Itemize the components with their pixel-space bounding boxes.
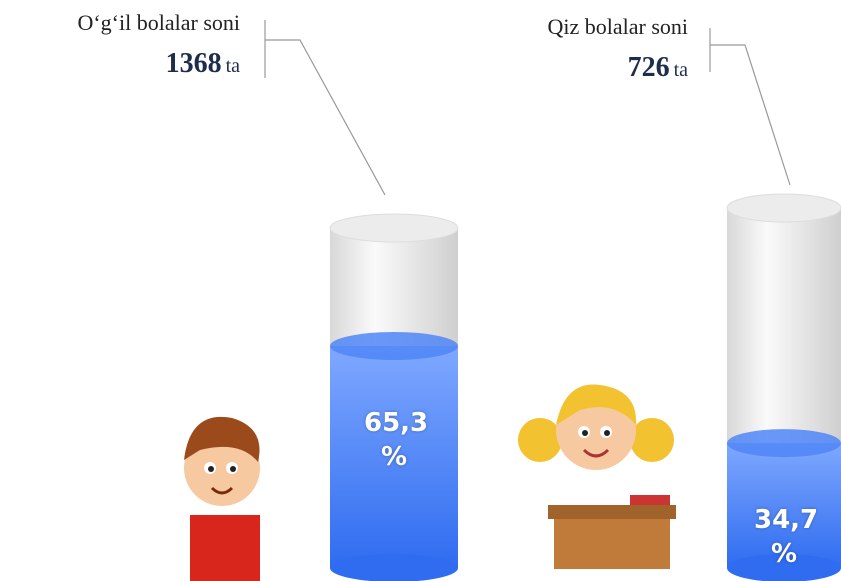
count: 726 (627, 52, 670, 83)
callout-line (265, 39, 386, 196)
cylinder-bottom (330, 554, 458, 581)
cylinder-fill (727, 443, 841, 568)
callout-line (710, 44, 791, 186)
count-label: 726 ta (628, 52, 688, 84)
count-unit: ta (673, 59, 688, 81)
count-unit: ta (225, 55, 240, 77)
count: 1368 (165, 48, 222, 79)
value-label: 65,3 % (364, 407, 429, 472)
girl (518, 384, 676, 569)
boy (184, 416, 260, 581)
cylinder-top (726, 193, 841, 223)
count-label: 1368 ta (166, 48, 240, 80)
cylinder-top (329, 213, 459, 243)
category-label: Qiz bolalar soni (547, 14, 688, 39)
cylinder-bottom (727, 554, 841, 581)
fill-surface (727, 429, 841, 458)
category-label: O‘g‘il bolalar soni (77, 10, 240, 35)
value-label: 34,7 % (754, 505, 819, 570)
callouts (264, 20, 791, 196)
fill-surface (330, 331, 458, 360)
cylinder-fill (330, 345, 458, 568)
